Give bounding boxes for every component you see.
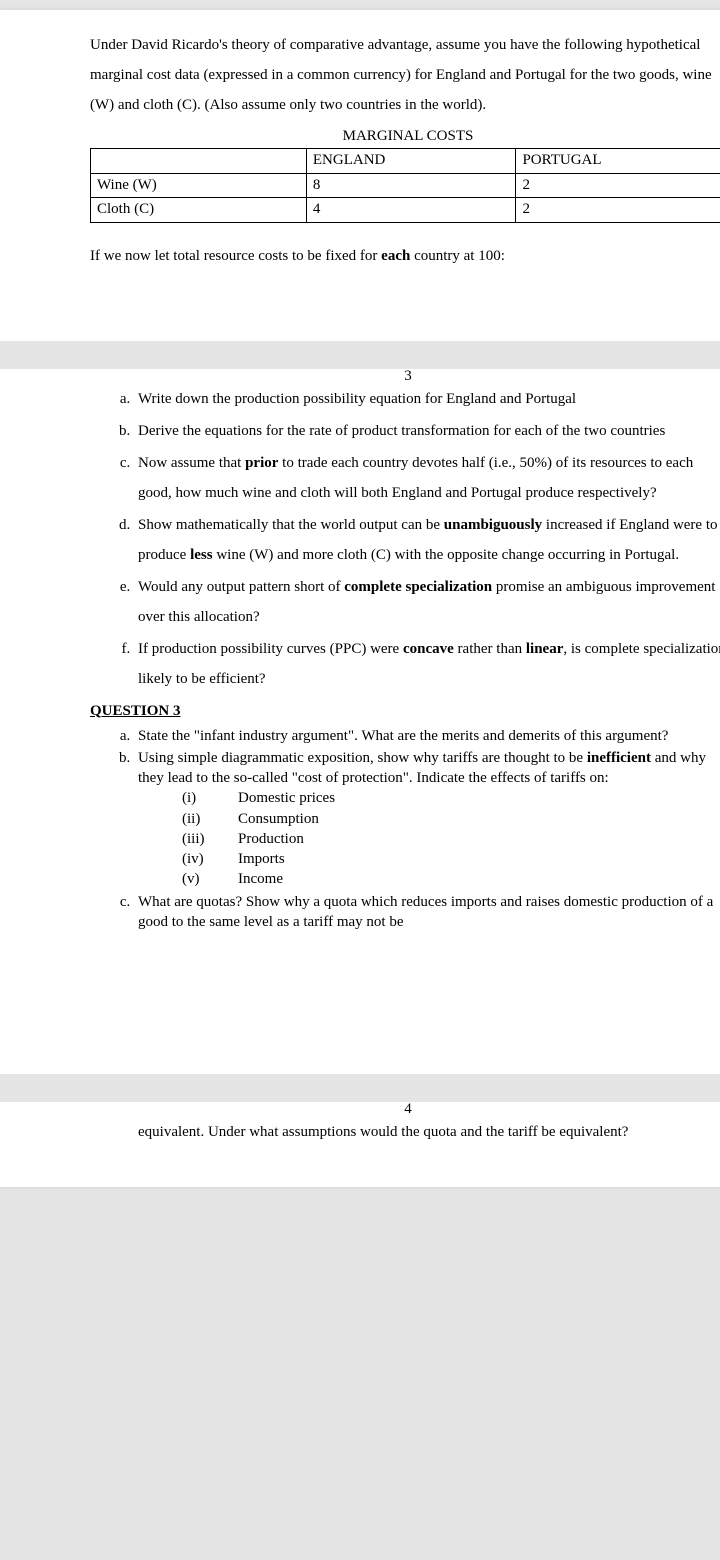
text-part: Using simple diagrammatic exposition, sh… (138, 750, 587, 766)
sub-item: (v)Income (182, 869, 720, 889)
list-item: Now assume that prior to trade each coun… (134, 448, 720, 508)
text-part: If production possibility curves (PPC) w… (138, 641, 403, 657)
text-part: wine (W) and more cloth (C) with the opp… (213, 547, 680, 563)
sub-list: (i)Domestic prices (ii)Consumption (iii)… (138, 788, 720, 889)
list-item: If production possibility curves (PPC) w… (134, 634, 720, 694)
document-page: Under David Ricardo's theory of comparat… (0, 10, 720, 1187)
sub-label: Production (238, 829, 304, 849)
page-break (0, 341, 720, 369)
question-3-list: State the "infant industry argument". Wh… (90, 726, 720, 933)
list-item: Would any output pattern short of comple… (134, 572, 720, 632)
table-cell: ENGLAND (306, 149, 516, 174)
text-part: Show mathematically that the world outpu… (138, 517, 444, 533)
sub-num: (iii) (182, 829, 238, 849)
text-part: Would any output pattern short of (138, 579, 344, 595)
list-item: Show mathematically that the world outpu… (134, 510, 720, 570)
sub-label: Imports (238, 849, 285, 869)
marginal-costs-table: ENGLAND PORTUGAL Wine (W) 8 2 Cloth (C) … (90, 148, 720, 223)
sub-num: (iv) (182, 849, 238, 869)
sub-item: (i)Domestic prices (182, 788, 720, 808)
sub-num: (ii) (182, 809, 238, 829)
text-bold: linear (526, 641, 564, 657)
intro-paragraph: Under David Ricardo's theory of comparat… (90, 30, 720, 120)
sub-num: (v) (182, 869, 238, 889)
page-number: 3 (90, 369, 720, 384)
text-bold: less (190, 547, 213, 563)
text-part: Now assume that (138, 455, 245, 471)
sub-label: Income (238, 869, 283, 889)
page-number: 4 (90, 1102, 720, 1117)
table-row: Wine (W) 8 2 (91, 173, 720, 198)
spacer (90, 271, 720, 341)
sub-label: Consumption (238, 809, 319, 829)
spacer (90, 934, 720, 1074)
sub-item: (iii)Production (182, 829, 720, 849)
text-bold: complete specialization (344, 579, 492, 595)
table-cell: Wine (W) (91, 173, 307, 198)
list-item: Using simple diagrammatic exposition, sh… (134, 748, 720, 890)
text-part: rather than (454, 641, 526, 657)
list-item: State the "infant industry argument". Wh… (134, 726, 720, 746)
question-3-heading: QUESTION 3 (90, 696, 720, 726)
table-row: Cloth (C) 4 2 (91, 198, 720, 223)
table-cell: 8 (306, 173, 516, 198)
table-cell: PORTUGAL (516, 149, 720, 174)
list-item: Write down the production possibility eq… (134, 384, 720, 414)
text-part: country at 100: (410, 248, 505, 264)
text-bold: inefficient (587, 750, 651, 766)
sub-item: (iv)Imports (182, 849, 720, 869)
table-cell: 4 (306, 198, 516, 223)
table-row: ENGLAND PORTUGAL (91, 149, 720, 174)
table-cell: Cloth (C) (91, 198, 307, 223)
page-break (0, 1074, 720, 1102)
fixed-cost-paragraph: If we now let total resource costs to be… (90, 241, 720, 271)
text-bold: prior (245, 455, 278, 471)
text-part: If we now let total resource costs to be… (90, 248, 381, 264)
text-bold: each (381, 248, 410, 264)
question-2-list: Write down the production possibility eq… (90, 384, 720, 694)
sub-label: Domestic prices (238, 788, 335, 808)
question-3-block: State the "infant industry argument". Wh… (90, 726, 720, 933)
table-cell: 2 (516, 198, 720, 223)
table-title: MARGINAL COSTS (90, 124, 720, 148)
list-item: Derive the equations for the rate of pro… (134, 416, 720, 446)
text-bold: concave (403, 641, 454, 657)
question-3-continuation: equivalent. Under what assumptions would… (90, 1117, 720, 1147)
sub-num: (i) (182, 788, 238, 808)
table-cell (91, 149, 307, 174)
list-item-continuation: equivalent. Under what assumptions would… (138, 1117, 720, 1147)
text-bold: unambiguously (444, 517, 542, 533)
sub-item: (ii)Consumption (182, 809, 720, 829)
list-item: What are quotas? Show why a quota which … (134, 892, 720, 933)
table-cell: 2 (516, 173, 720, 198)
